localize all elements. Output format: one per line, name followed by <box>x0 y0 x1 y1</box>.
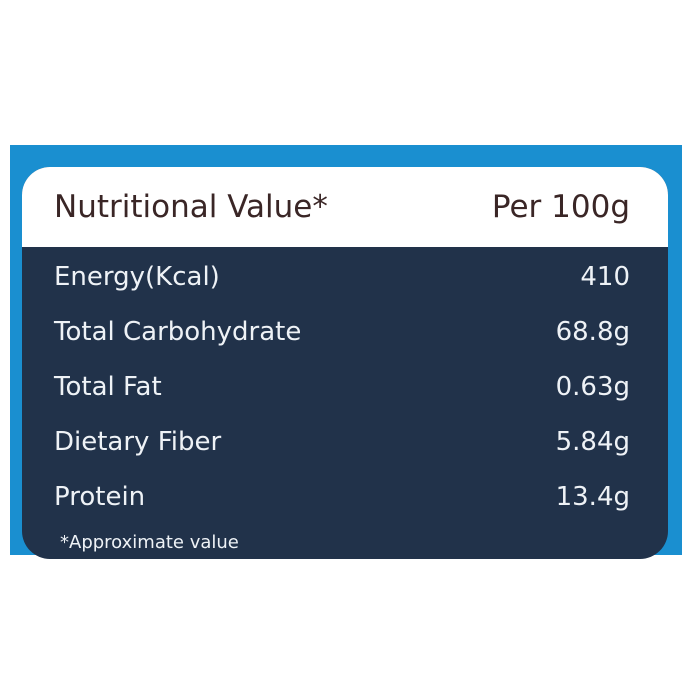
nutrient-cell: Total Carbohydrate <box>54 316 302 347</box>
nutrient-cell: Protein <box>54 481 146 512</box>
value-cell: 13.4g <box>555 481 630 512</box>
table-row: Energy(Kcal) 410 <box>22 249 668 304</box>
table-row: Protein 13.4g <box>22 469 668 524</box>
value-cell: 410 <box>580 261 630 292</box>
footnote: *Approximate value <box>60 532 239 553</box>
nutrient-cell: Dietary Fiber <box>54 426 222 457</box>
value-cell: 5.84g <box>555 426 630 457</box>
nutrition-table: Nutritional Value* Per 100g Energy(Kcal)… <box>22 167 668 559</box>
table-body: Energy(Kcal) 410 Total Carbohydrate 68.8g To… <box>22 249 668 524</box>
header-cell: Nutritional Value* <box>54 189 328 225</box>
value-cell: 0.63g <box>555 371 630 402</box>
header-cell: Per 100g <box>491 189 630 225</box>
nutrient-cell: Energy(Kcal) <box>54 261 220 292</box>
table-row: Dietary Fiber 5.84g <box>22 414 668 469</box>
table-row: Total Fat 0.63g <box>22 359 668 414</box>
table-header: Nutritional Value* Per 100g <box>22 167 668 249</box>
value-cell: 68.8g <box>555 316 630 347</box>
table-row: Total Carbohydrate 68.8g <box>22 304 668 359</box>
nutrient-cell: Total Fat <box>54 371 162 402</box>
